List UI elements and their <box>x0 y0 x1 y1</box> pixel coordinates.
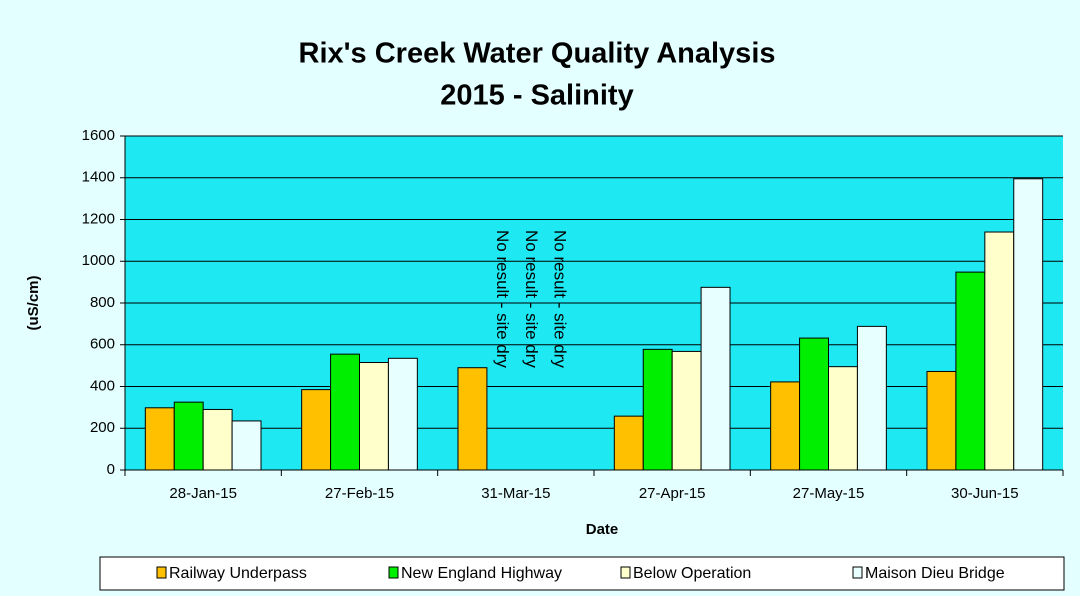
legend-swatch <box>388 566 399 579</box>
legend-label: Below Operation <box>633 565 751 582</box>
bar <box>642 348 673 471</box>
x-tick-label: 31-Mar-15 <box>481 485 550 502</box>
y-tick-label: 0 <box>107 461 115 478</box>
bar <box>770 381 801 471</box>
x-tick-label: 27-Feb-15 <box>325 485 394 502</box>
bar <box>984 231 1015 471</box>
bar <box>828 366 858 471</box>
y-tick-label: 800 <box>90 294 115 311</box>
annotation: No result - site dry <box>551 230 570 368</box>
y-tick-label: 1600 <box>82 127 115 144</box>
y-tick-label: 200 <box>90 419 115 436</box>
y-tick-label: 1400 <box>82 169 115 186</box>
bar <box>173 401 204 471</box>
y-axis-label: (uS/cm) <box>25 275 42 330</box>
y-tick-label: 1000 <box>82 252 115 269</box>
bar <box>856 325 887 471</box>
bar <box>926 370 957 471</box>
bar <box>955 271 986 471</box>
y-tick-label: 600 <box>90 336 115 353</box>
legend-label: Railway Underpass <box>169 565 307 582</box>
bar <box>700 286 731 471</box>
bar <box>301 389 332 471</box>
x-tick-label: 27-May-15 <box>793 485 865 502</box>
legend-label: Maison Dieu Bridge <box>865 565 1005 582</box>
y-tick-label: 400 <box>90 377 115 394</box>
bar <box>799 337 829 471</box>
bar <box>231 420 262 471</box>
x-axis-label: Date <box>586 521 619 538</box>
y-tick-label: 1200 <box>82 210 115 227</box>
bar <box>144 407 175 471</box>
legend-swatch <box>852 566 863 579</box>
annotation: No result - site dry <box>522 230 541 368</box>
legend-label: New England Highway <box>401 565 562 582</box>
annotation: No result - site dry <box>493 230 512 368</box>
legend-box <box>99 556 1065 591</box>
x-tick-label: 27-Apr-15 <box>639 485 706 502</box>
chart-title: Rix's Creek Water Quality Analysis <box>299 38 776 70</box>
x-tick-label: 28-Jan-15 <box>169 485 237 502</box>
legend-swatch <box>620 566 631 579</box>
bar <box>359 361 389 471</box>
bar <box>671 350 702 471</box>
x-tick-label: 30-Jun-15 <box>951 485 1019 502</box>
bar <box>613 415 644 471</box>
bar <box>387 357 418 471</box>
bar <box>457 367 488 471</box>
bar <box>202 408 233 471</box>
legend-swatch <box>156 566 167 579</box>
bar <box>330 353 361 471</box>
chart-subtitle: 2015 - Salinity <box>440 80 633 112</box>
bar <box>1013 178 1044 471</box>
